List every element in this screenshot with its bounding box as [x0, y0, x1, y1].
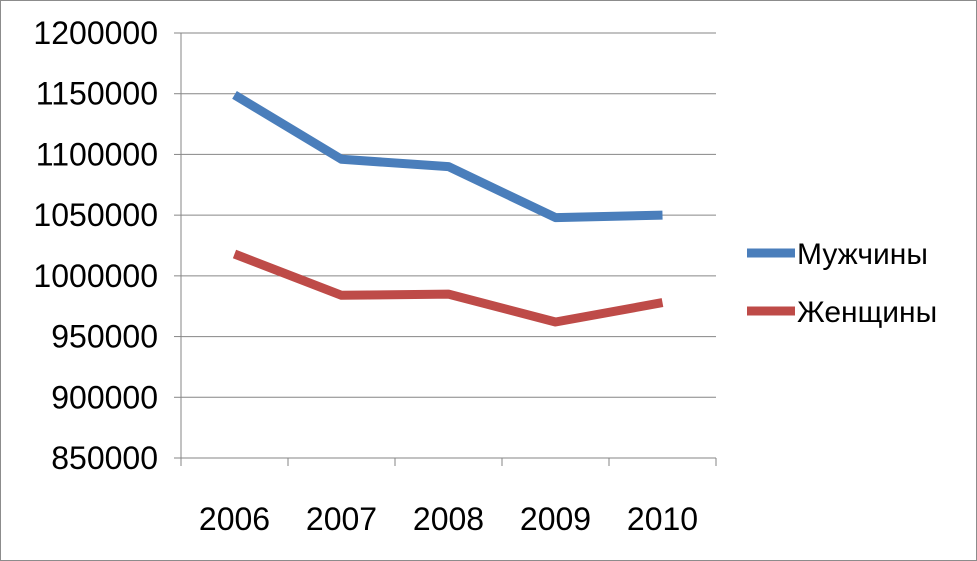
- y-tick-label: 900000: [51, 379, 158, 415]
- y-tick-label: 1050000: [33, 197, 158, 233]
- y-tick-label: 1100000: [36, 136, 158, 172]
- legend-label: Женщины: [797, 296, 937, 329]
- series-line-1: [232, 91, 663, 223]
- legend: Мужчины Женщины: [747, 238, 937, 329]
- gridlines: [181, 32, 716, 398]
- series-line-2: [232, 249, 664, 327]
- series-lines: [232, 91, 664, 327]
- x-tick-label: 2006: [199, 501, 270, 537]
- x-tick-label: 2007: [306, 501, 377, 537]
- x-tick-label: 2008: [413, 501, 484, 537]
- y-tick-label: 1000000: [33, 258, 158, 294]
- y-tick-label: 1150000: [36, 76, 158, 112]
- axes: [174, 32, 717, 466]
- y-tick-labels: 1200000 1150000 1100000 1050000 1000000 95000…: [33, 15, 158, 476]
- y-tick-label: 950000: [51, 319, 158, 355]
- x-tick-labels: 2006 2007 2008 2009 2010: [199, 501, 698, 537]
- y-tick-label: 850000: [51, 440, 158, 476]
- x-tick-label: 2010: [627, 501, 698, 537]
- y-tick-label: 1200000: [33, 15, 158, 51]
- legend-label: Мужчины: [797, 238, 928, 271]
- x-tick-label: 2009: [520, 501, 591, 537]
